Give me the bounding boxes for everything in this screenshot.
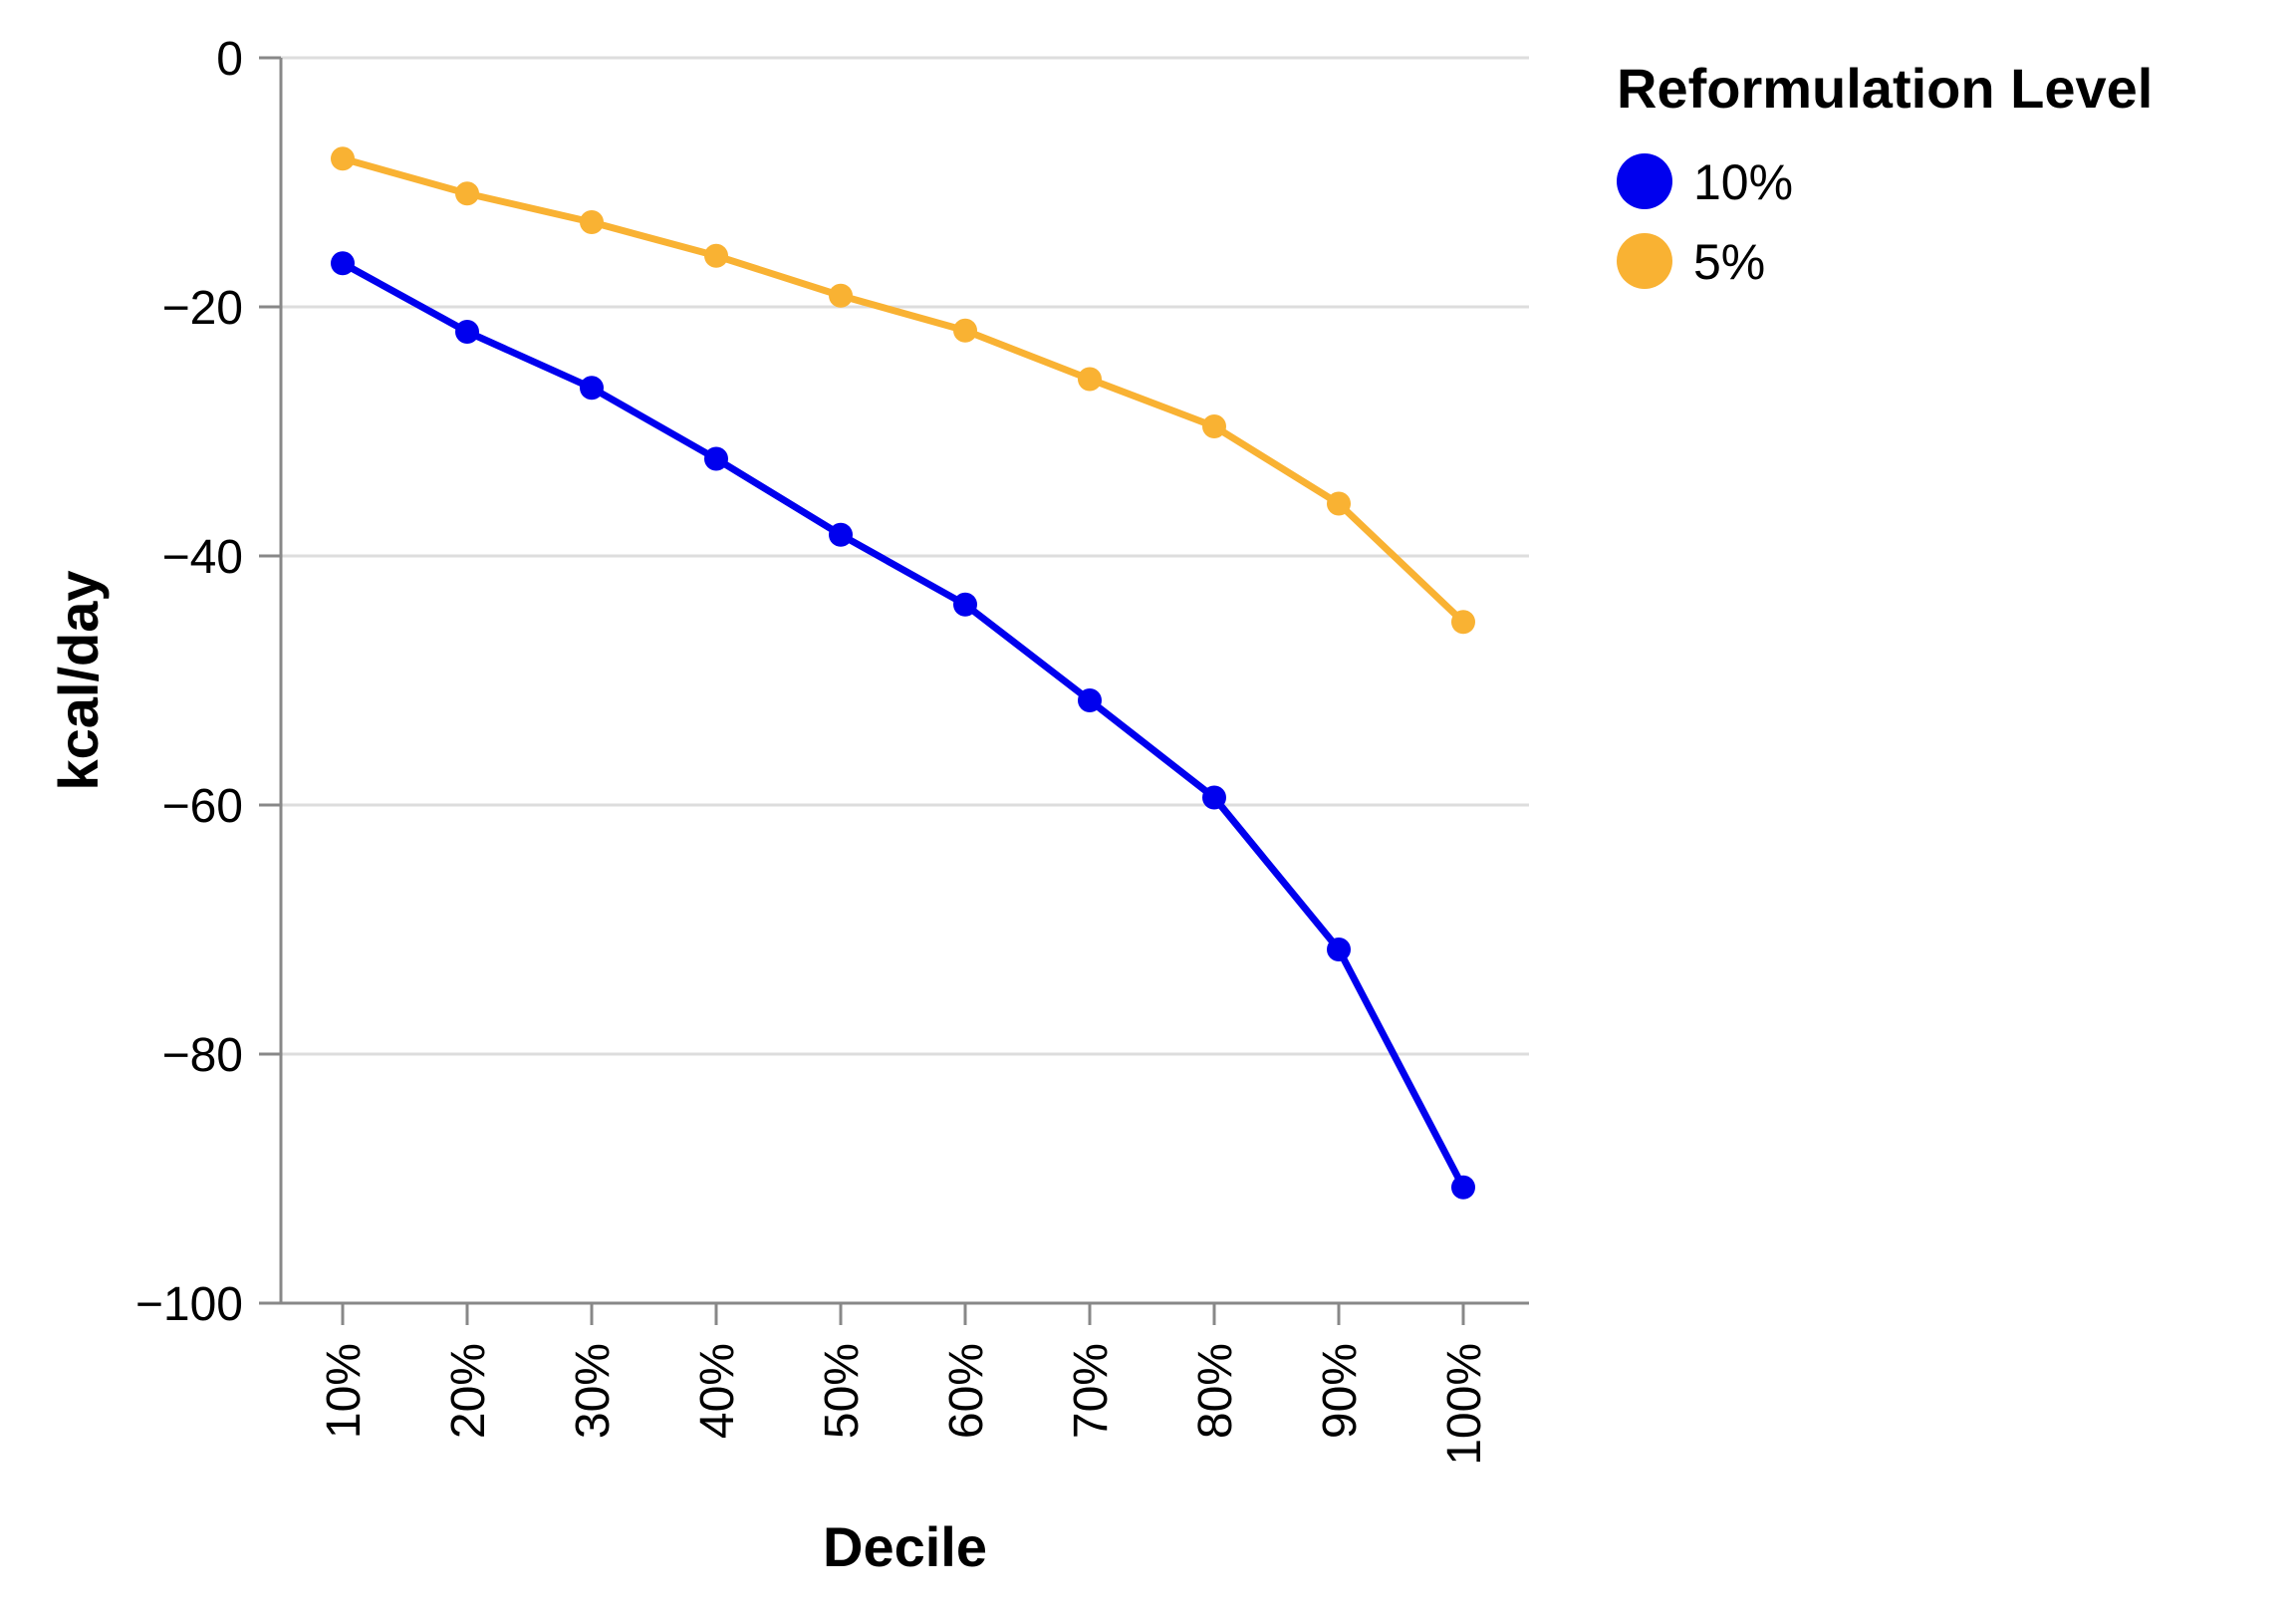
x-tick-label: 40% [691,1343,744,1439]
legend: 10%5% [1617,153,1793,290]
data-points [331,146,1475,1200]
data-point [1451,1175,1475,1200]
y-tick-label: −20 [162,282,243,335]
x-tick-label: 80% [1189,1343,1242,1439]
x-axis-title: Decile [823,1515,987,1578]
legend-swatch [1617,233,1672,289]
x-tick-label: 100% [1438,1343,1491,1466]
x-tick-label: 10% [318,1343,371,1439]
data-point [580,376,604,401]
data-point [953,592,977,617]
data-point [1078,367,1102,392]
x-tick-label: 70% [1065,1343,1118,1439]
data-point [1202,785,1226,810]
data-point [704,243,728,268]
legend-label: 5% [1693,234,1765,290]
data-point [1451,610,1475,635]
y-tick-label: 0 [216,33,243,86]
data-point [1078,688,1102,712]
data-point [953,318,977,343]
y-tick-label: −80 [162,1029,243,1082]
series-line [339,259,1467,1192]
x-tick-label: 30% [567,1343,620,1439]
data-point [455,320,479,344]
axes: 0 −20 −40 −60 −80 −100 10% 20% 30% 40% 50% 60% 70% 80… [135,33,1529,1466]
x-tick-label: 90% [1314,1343,1367,1439]
data-point [1327,491,1351,516]
data-point [1327,938,1351,961]
y-tick-label: −40 [162,531,243,584]
x-tick-label: 50% [816,1343,869,1439]
data-point [1202,414,1226,438]
y-axis-title: kcal/day [47,570,110,790]
y-tick-label: −100 [135,1278,243,1331]
data-point [331,251,355,276]
gridlines [281,56,1529,1305]
legend-swatch [1617,153,1672,209]
data-point [704,446,728,471]
data-point [829,522,853,547]
legend-label: 10% [1693,154,1793,210]
x-tick-label: 60% [940,1343,993,1439]
y-tick-label: −60 [162,780,243,833]
data-point [580,210,604,234]
data-point [331,146,355,171]
legend-title: Reformulation Level [1617,57,2153,120]
series-lines [339,154,1467,1192]
series-line [339,154,1467,626]
data-point [455,181,479,206]
x-tick-label: 20% [442,1343,495,1439]
data-point [829,283,853,308]
